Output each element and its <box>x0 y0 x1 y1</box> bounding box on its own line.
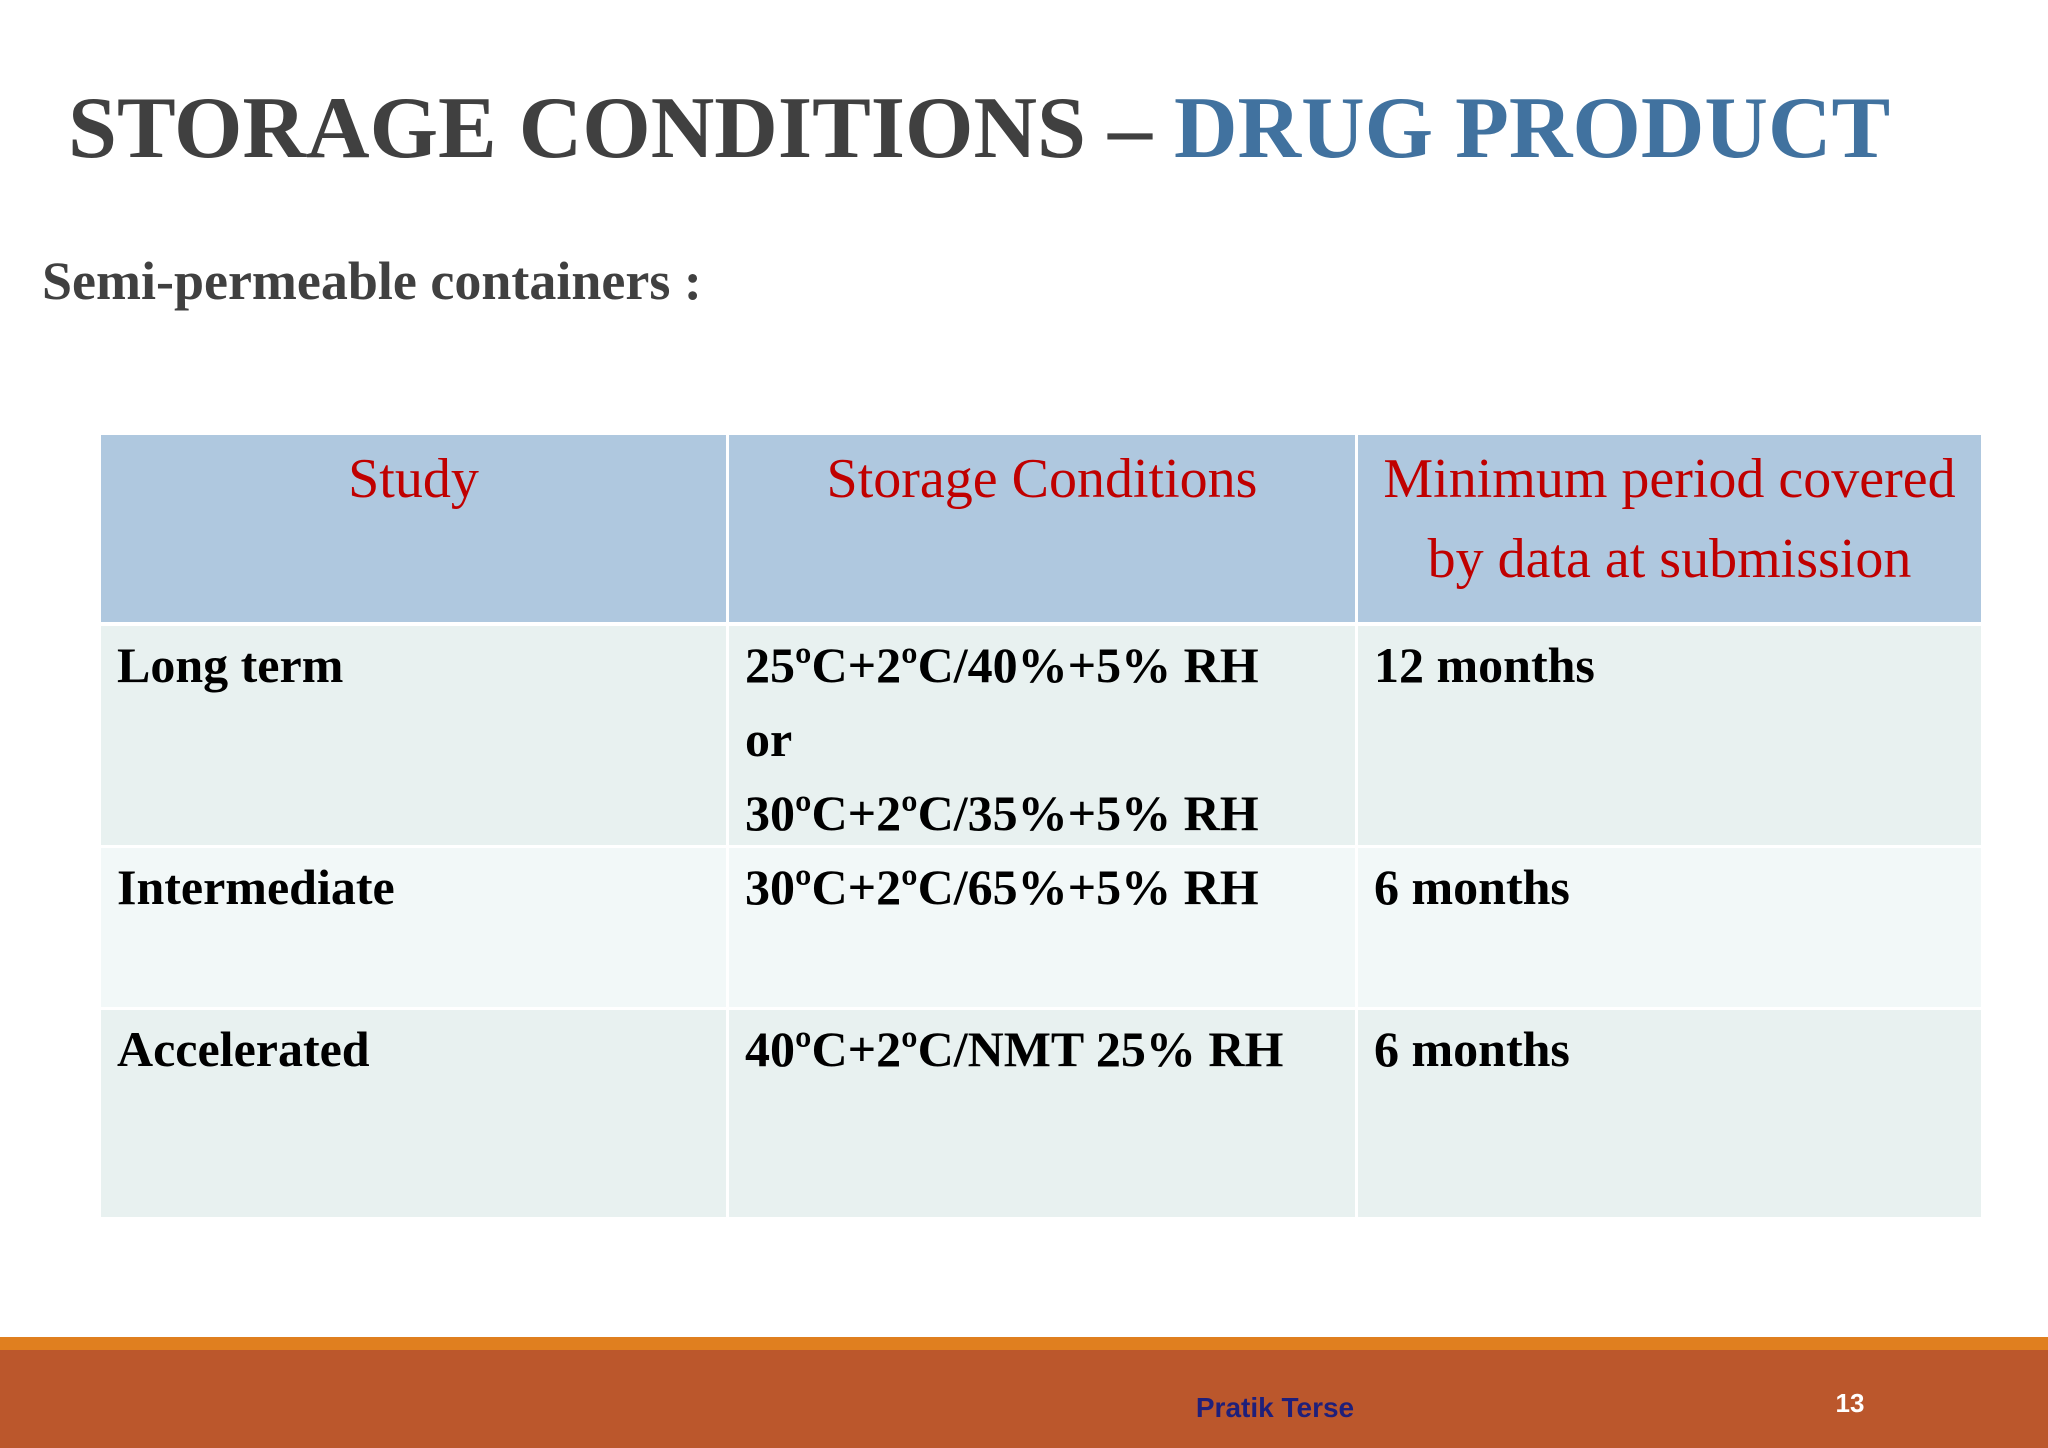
title: STORAGE CONDITIONS – DRUG PRODUCT <box>68 78 1890 179</box>
cell-line: 25ºC+2ºC/40%+5% RH <box>745 637 1259 693</box>
table-cell: Accelerated <box>101 1010 726 1217</box>
cell-line: or <box>745 711 793 767</box>
cell-line: 6 months <box>1374 859 1570 915</box>
table-cell: 6 months <box>1358 848 1981 1007</box>
table-cell: 40ºC+2ºC/NMT 25% RH <box>729 1010 1355 1217</box>
header-cell: Storage Conditions <box>729 435 1355 622</box>
footer-band <box>0 1350 2048 1448</box>
cell-line: 12 months <box>1374 637 1595 693</box>
cell-line: 30ºC+2ºC/65%+5% RH <box>745 859 1259 915</box>
cell-line: 40ºC+2ºC/NMT 25% RH <box>745 1021 1284 1077</box>
table-cell: 30ºC+2ºC/65%+5% RH <box>729 848 1355 1007</box>
cell-line: 30ºC+2ºC/35%+5% RH <box>745 785 1259 841</box>
cell-line: Accelerated <box>117 1021 370 1077</box>
table-cell: 25ºC+2ºC/40%+5% RH or 30ºC+2ºC/35%+5% RH <box>729 626 1355 845</box>
page-number: 13 <box>1835 1388 1865 1418</box>
table-cell: Intermediate <box>101 848 726 1007</box>
table-cell: 12 months <box>1358 626 1981 845</box>
table-cell: Long term <box>101 626 726 845</box>
cell-line: 6 months <box>1374 1021 1570 1077</box>
header-cell: Study <box>101 435 726 622</box>
title-main: STORAGE CONDITIONS – <box>68 80 1174 177</box>
table-cell: 6 months <box>1358 1010 1981 1217</box>
footer-stripe <box>0 1337 2048 1350</box>
cell-line: Long term <box>117 637 344 693</box>
header-cell: Minimum period covered by data at submis… <box>1358 435 1981 622</box>
cell-line: Intermediate <box>117 859 395 915</box>
subtitle: Semi-permeable containers : <box>42 251 702 311</box>
title-accent: DRUG PRODUCT <box>1173 80 1891 177</box>
footer-author: Pratik Terse <box>1195 1392 1355 1423</box>
